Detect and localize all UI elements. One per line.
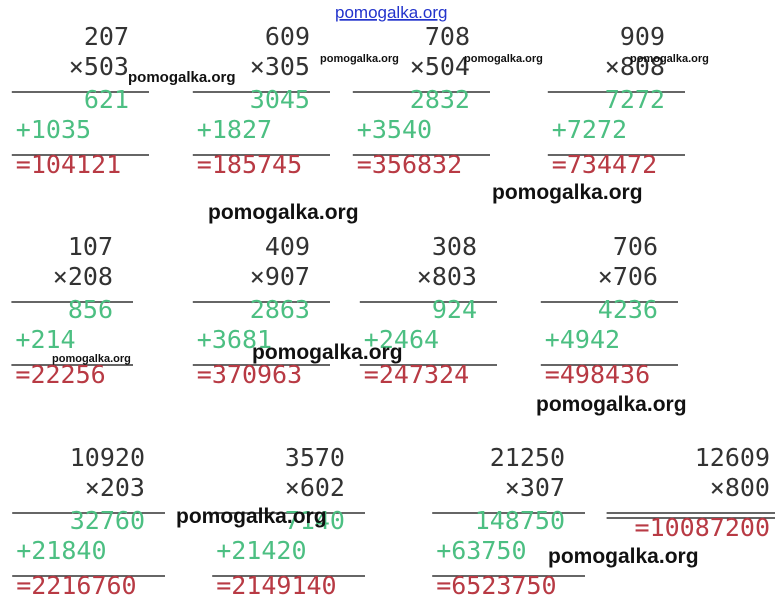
partial: 3045 bbox=[250, 85, 310, 114]
partial: 4236 bbox=[598, 295, 658, 324]
result: =10087200 bbox=[635, 513, 770, 542]
multiplier: ×208 bbox=[53, 262, 113, 291]
multiplicand: 909 bbox=[620, 22, 665, 51]
multiplier: ×504 bbox=[410, 52, 470, 81]
partial: +1035 bbox=[16, 115, 91, 144]
result: =734472 bbox=[552, 150, 657, 179]
partial: 856 bbox=[68, 295, 113, 324]
partial: +1827 bbox=[197, 115, 272, 144]
result: =22256 bbox=[15, 360, 105, 389]
watermark: pomogalka.org bbox=[252, 341, 403, 364]
watermark: pomogalka.org bbox=[464, 53, 543, 65]
partial: 148750 bbox=[475, 506, 565, 535]
partial: +7272 bbox=[552, 115, 627, 144]
multiplier: ×706 bbox=[598, 262, 658, 291]
multiplicand: 409 bbox=[265, 232, 310, 261]
multiplier: ×503 bbox=[69, 52, 129, 81]
result: =2149140 bbox=[216, 571, 336, 600]
multiplicand: 12609 bbox=[695, 443, 770, 472]
partial: +63750 bbox=[436, 536, 526, 565]
result: =2216760 bbox=[16, 571, 136, 600]
partial: +21420 bbox=[216, 536, 306, 565]
watermark: pomogalka.org bbox=[320, 53, 399, 65]
result: =185745 bbox=[197, 150, 302, 179]
watermark: pomogalka.org bbox=[176, 505, 327, 528]
multiplicand: 10920 bbox=[70, 443, 145, 472]
multiplier: ×907 bbox=[250, 262, 310, 291]
multiplicand: 107 bbox=[68, 232, 113, 261]
multiplier: ×808 bbox=[605, 52, 665, 81]
multiplicand: 308 bbox=[432, 232, 477, 261]
multiplicand: 708 bbox=[425, 22, 470, 51]
partial: +2464 bbox=[364, 325, 439, 354]
result: =370963 bbox=[197, 360, 302, 389]
multiplicand: 3570 bbox=[285, 443, 345, 472]
partial: +3681 bbox=[197, 325, 272, 354]
result: =6523750 bbox=[436, 571, 556, 600]
watermark: pomogalka.org bbox=[548, 545, 699, 568]
watermark: pomogalka.org bbox=[52, 353, 131, 365]
partial: 621 bbox=[84, 85, 129, 114]
partial: 7140 bbox=[285, 506, 345, 535]
multiplier: ×803 bbox=[417, 262, 477, 291]
partial: 2863 bbox=[250, 295, 310, 324]
result: =498436 bbox=[545, 360, 650, 389]
partial: +214 bbox=[15, 325, 75, 354]
result: =104121 bbox=[16, 150, 121, 179]
watermark: pomogalka.org bbox=[128, 69, 236, 86]
multiplier: ×203 bbox=[85, 473, 145, 502]
result: =356832 bbox=[357, 150, 462, 179]
watermark: pomogalka.org bbox=[536, 393, 687, 416]
partial: +3540 bbox=[357, 115, 432, 144]
site-watermark: pomogalka.org bbox=[335, 3, 447, 22]
watermark: pomogalka.org bbox=[208, 201, 359, 224]
multiplicand: 706 bbox=[613, 232, 658, 261]
result: =247324 bbox=[364, 360, 469, 389]
multiplier: ×800 bbox=[710, 473, 770, 502]
multiplier: ×305 bbox=[250, 52, 310, 81]
partial: +4942 bbox=[545, 325, 620, 354]
partial: 924 bbox=[432, 295, 477, 324]
multiplicand: 21250 bbox=[490, 443, 565, 472]
multiplier: ×307 bbox=[505, 473, 565, 502]
partial: 32760 bbox=[70, 506, 145, 535]
partial: 7272 bbox=[605, 85, 665, 114]
multiplicand: 609 bbox=[265, 22, 310, 51]
watermark: pomogalka.org bbox=[492, 181, 643, 204]
partial: 2832 bbox=[410, 85, 470, 114]
multiplier: ×602 bbox=[285, 473, 345, 502]
multiplicand: 207 bbox=[84, 22, 129, 51]
partial: +21840 bbox=[16, 536, 106, 565]
watermark: pomogalka.org bbox=[630, 53, 709, 65]
